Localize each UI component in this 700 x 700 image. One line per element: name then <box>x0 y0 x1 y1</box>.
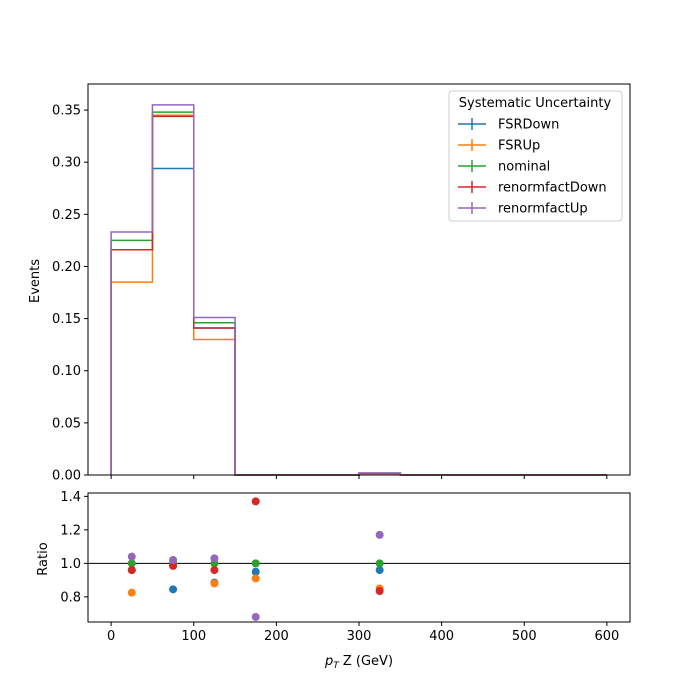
ratio-point-renormfactDown <box>169 561 178 570</box>
main-y-tick-label: 0.00 <box>52 469 81 484</box>
legend-box <box>448 90 623 222</box>
x-axis-label-subscript: T <box>333 661 340 671</box>
ratio-point-nominal <box>127 559 136 568</box>
ratio-point-FSRDown <box>375 566 384 575</box>
legend-label-renormfactDown: renormfactDown <box>498 181 607 196</box>
main-axes: 0.00 0.05 0.10 0.15 0.20 0.25 0.30 0.35 <box>52 83 631 484</box>
x-tick-label: 500 <box>512 629 537 644</box>
legend-item-FSRUp: FSRUp <box>458 139 540 154</box>
legend-label-FSRDown: FSRDown <box>498 118 559 133</box>
legend-item-renormfactDown: renormfactDown <box>458 181 607 196</box>
main-y-tick-label: 0.15 <box>52 312 81 327</box>
x-axis-label: pT Z (GeV) <box>324 654 393 671</box>
ratio-point-FSRUp <box>127 588 136 597</box>
main-y-tick-label: 0.30 <box>52 156 81 171</box>
main-panel: 0.00 0.05 0.10 0.15 0.20 0.25 0.30 0.35 Events <box>28 83 631 484</box>
ratio-point-renormfactDown <box>210 566 219 575</box>
legend-item-renormfactUp: renormfactUp <box>458 202 588 217</box>
legend-item-FSRDown: FSRDown <box>458 118 559 133</box>
ratio-point-renormfactUp <box>169 556 178 565</box>
ratio-point-FSRUp <box>210 579 219 588</box>
main-y-axis-label: Events <box>28 259 43 303</box>
ratio-point-renormfactUp <box>210 554 219 563</box>
ratio-point-renormfactDown <box>127 566 136 575</box>
x-tick-label: 600 <box>594 629 619 644</box>
ratio-point-renormfactDown <box>251 497 260 506</box>
legend-title: Systematic Uncertainty <box>459 96 612 111</box>
legend-label-FSRUp: FSRUp <box>498 139 540 154</box>
ratio-series-group <box>88 497 630 621</box>
x-tick-label: 400 <box>429 629 454 644</box>
main-y-tick-label: 0.25 <box>52 208 81 223</box>
legend: Systematic Uncertainty FSRDown FSRUp nomin… <box>448 90 623 222</box>
ratio-point-renormfactDown <box>375 587 384 596</box>
legend-label-renormfactUp: renormfactUp <box>498 202 588 217</box>
ratio-y-tick-label: 0.8 <box>60 590 81 605</box>
legend-items: FSRDown FSRUp nominal renormfactDown renormf… <box>458 118 607 217</box>
legend-item-nominal: nominal <box>458 160 550 175</box>
ratio-y-tick-label: 1.4 <box>60 490 81 505</box>
x-tick-label: 100 <box>181 629 206 644</box>
ratio-axes: 0 100 200 300 400 500 600 0.8 1.0 1.2 1.4 <box>60 490 631 644</box>
ratio-panel: 0 100 200 300 400 500 600 0.8 1.0 1.2 1.4 Ratio pT… <box>36 490 631 671</box>
ratio-point-renormfactUp <box>127 552 136 561</box>
x-axis-label-rest: Z (GeV) <box>339 654 393 669</box>
main-y-tick-label: 0.10 <box>52 364 81 379</box>
ratio-point-FSRDown <box>169 585 178 594</box>
ratio-point-FSRDown <box>251 567 260 576</box>
ratio-point-renormfactUp <box>375 530 384 539</box>
main-y-tick-label: 0.05 <box>52 416 81 431</box>
x-tick-label: 200 <box>264 629 289 644</box>
main-y-tick-label: 0.20 <box>52 260 81 275</box>
x-tick-label: 0 <box>107 629 115 644</box>
ratio-axes-frame <box>87 492 631 623</box>
legend-label-nominal: nominal <box>498 160 550 175</box>
ratio-point-nominal <box>375 559 384 568</box>
ratio-point-FSRUp <box>251 574 260 583</box>
ratio-y-axis-label: Ratio <box>36 542 51 575</box>
ratio-point-nominal <box>251 559 260 568</box>
main-y-tick-label: 0.35 <box>52 104 81 119</box>
x-axis-label-symbol: p <box>324 654 333 669</box>
ratio-y-tick-label: 1.0 <box>60 557 81 572</box>
ratio-y-tick-label: 1.2 <box>60 523 81 538</box>
x-tick-label: 300 <box>347 629 372 644</box>
ratio-point-renormfactUp <box>251 612 260 621</box>
